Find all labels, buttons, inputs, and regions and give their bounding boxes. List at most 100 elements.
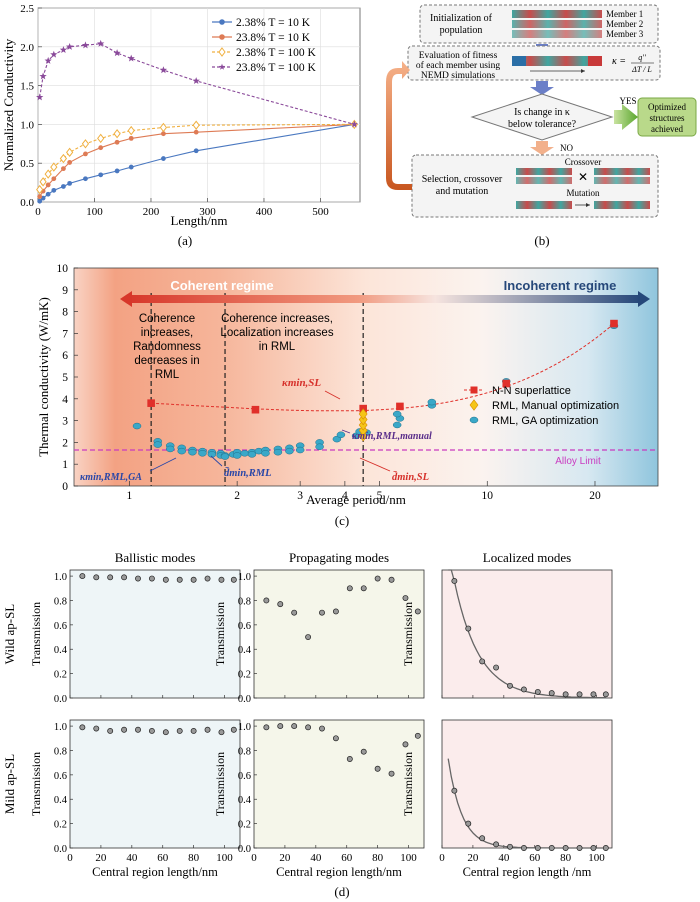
down-arrow-2 [530, 81, 554, 95]
a-ytick-label: 0.5 [20, 158, 34, 170]
d-ytick-label: 0.8 [238, 746, 251, 757]
d-point [534, 688, 541, 695]
d-point [190, 728, 197, 734]
loop-arrow [386, 61, 412, 190]
region1-text: RML [155, 369, 180, 381]
d-min-rml-pointer [210, 455, 223, 467]
nn-point [251, 405, 260, 414]
d-point [121, 574, 128, 581]
init-text-1: Initialization of [430, 13, 493, 24]
c-ytick-label: 3 [62, 416, 68, 428]
a-point [113, 128, 121, 139]
formula-lhs: κ = [612, 56, 626, 67]
a-point [192, 77, 200, 85]
a-legend-marker [218, 63, 226, 70]
no-label: NO [560, 143, 573, 153]
d-point [204, 726, 211, 733]
a-point [36, 93, 44, 101]
d-point [562, 691, 569, 698]
a-point [81, 41, 90, 49]
a-point [159, 66, 168, 74]
d-point [346, 585, 353, 592]
d-xtick-label: 20 [279, 852, 291, 864]
a-ytick-label: 2.5 [20, 3, 34, 15]
a-point [61, 184, 66, 189]
d-ytick-label: 0.8 [54, 746, 67, 757]
a-point [97, 39, 105, 47]
regime-arrow-left-head [120, 291, 132, 307]
member-2-label: Member 2 [606, 19, 643, 29]
d-ytick-label: 0.6 [238, 621, 251, 632]
d-min-sl-label: d̄min,SL [392, 471, 429, 483]
decision-text-1: Is change in κ [514, 107, 570, 118]
nemd-schematic [512, 56, 602, 73]
d-point [520, 686, 527, 693]
ga-point [427, 398, 437, 406]
panel-d-label: (d) [334, 884, 349, 899]
crossover-stripes: ✕ [516, 168, 650, 184]
a-point [39, 177, 47, 187]
d-ytick-label: 0.4 [54, 795, 68, 806]
ga-point [153, 441, 163, 448]
d-xlabel: Central region length/nm [92, 865, 218, 879]
d-ytick-label: 0.8 [54, 596, 67, 607]
a-point [37, 194, 43, 199]
a-point [83, 176, 88, 182]
d-point [360, 748, 367, 755]
a-point [97, 133, 105, 144]
panel-d-charts: Ballistic modes Propagating modes Localize… [2, 550, 613, 879]
d-ytick-label: 0.0 [54, 694, 67, 705]
d-min-rml-label: d̄min,RML [224, 467, 272, 479]
incoherent-label: Incoherent regime [504, 278, 617, 293]
a-point [44, 169, 52, 179]
d-point [93, 725, 100, 732]
a-point [114, 139, 120, 145]
d-xtick-label: 60 [529, 852, 541, 864]
ga-point [132, 422, 142, 430]
d-xtick-label: 20 [467, 852, 479, 864]
yes-arrow [614, 104, 638, 130]
d-point [414, 608, 421, 615]
ga-point [240, 450, 249, 457]
d-xtick-label: 0 [251, 852, 257, 864]
a-point [192, 120, 200, 130]
d-point [190, 576, 197, 583]
d-ytick-label: 0.2 [238, 820, 251, 831]
d-ytick-label: 1.0 [54, 722, 67, 733]
c-legend-text: N-N superlattice [492, 385, 571, 397]
d-ytick-label: 0.8 [238, 596, 251, 607]
d-point [305, 634, 312, 640]
a-point [37, 198, 43, 204]
d-point [135, 726, 141, 733]
regime-arrow-bar [128, 295, 640, 303]
d-point [388, 770, 395, 777]
d-xtick-label: 20 [95, 852, 107, 864]
crossover-icon: ✕ [578, 170, 588, 184]
a-ytick-label: 2.0 [20, 42, 34, 54]
d-col-title: Ballistic modes [115, 550, 196, 565]
regime-arrow-right-head [638, 291, 650, 307]
a-legend-text: 2.38% T = 100 K [236, 47, 317, 59]
d-point [507, 843, 513, 850]
d-xtick-label: 60 [341, 852, 353, 864]
d-ytick-label: 0.2 [238, 670, 251, 681]
d-point [230, 726, 237, 733]
region2-text: Coherence increases, [221, 313, 333, 325]
a-point [59, 153, 68, 164]
d-subplot: Transmission 0.0 0.2 0.4 0.6 0.8 1.0 0 20 40 60 80 1… [29, 719, 241, 879]
a-point [83, 151, 88, 157]
d-point [218, 576, 225, 583]
c-xtick-label: 2 [234, 490, 240, 502]
ga-point [295, 446, 305, 454]
d-xtick-label: 0 [439, 852, 445, 864]
c-legend-text: RML, GA optimization [492, 415, 598, 427]
mutation-label: Mutation [567, 188, 600, 198]
d-xtick-label: 100 [588, 852, 605, 864]
a-point [36, 184, 44, 195]
c-xtick-label: 1 [127, 490, 133, 502]
a-point [193, 129, 199, 135]
region1-text: decreases in [134, 355, 199, 367]
d-point [548, 690, 555, 697]
